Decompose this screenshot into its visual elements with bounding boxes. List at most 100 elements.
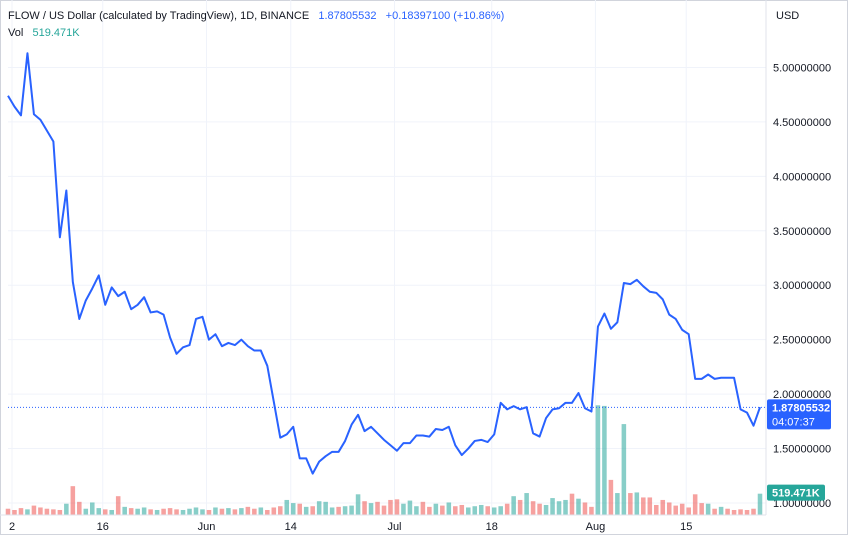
volume-bar: [213, 507, 218, 515]
volume-bar: [141, 507, 147, 515]
volume-bar: [420, 501, 426, 515]
volume-bar: [485, 506, 490, 515]
volume-bar: [161, 508, 166, 515]
volume-bar: [641, 497, 646, 515]
volume-legend[interactable]: Vol 519.471K: [8, 27, 80, 39]
volume-bars: [5, 405, 763, 515]
volume-bar: [628, 493, 633, 515]
volume-bar: [491, 507, 497, 515]
volume-bar: [699, 503, 704, 515]
volume-bar: [388, 499, 393, 515]
price-line: [7, 52, 761, 475]
last-price-badge: 1.87805532 04:07:37: [767, 399, 831, 430]
volume-bar: [517, 499, 523, 515]
volume-bar: [751, 508, 756, 515]
x-tick-label: 16: [97, 521, 109, 533]
volume-bar: [51, 509, 56, 515]
volume-bar: [18, 508, 24, 515]
volume-bar: [122, 506, 127, 515]
y-tick-label: 5.00000000: [773, 62, 831, 74]
volume-bar: [109, 509, 114, 515]
volume-bar: [12, 509, 17, 515]
volume-bar: [504, 503, 510, 515]
volume-bar: [433, 503, 439, 515]
volume-bar: [757, 493, 763, 515]
volume-bar: [316, 501, 322, 515]
volume-bar: [64, 503, 69, 515]
volume-bar: [323, 501, 328, 515]
volume-bar: [57, 509, 63, 515]
volume-bar: [174, 509, 179, 515]
volume-bar: [472, 506, 478, 515]
volume-bar: [621, 424, 627, 515]
chart-legend[interactable]: FLOW / US Dollar (calculated by TradingV…: [8, 10, 504, 22]
volume-bar: [148, 509, 153, 515]
volume-bar: [297, 503, 302, 515]
volume-bar: [602, 405, 607, 515]
volume-bar: [219, 508, 225, 515]
volume-bar: [608, 479, 614, 515]
volume-bar: [530, 501, 536, 515]
volume-bar: [679, 503, 685, 515]
volume-bar: [252, 508, 257, 515]
x-tick-label: 15: [680, 521, 692, 533]
x-tick-label: Jun: [198, 521, 216, 533]
volume-bar: [615, 493, 620, 515]
volume-badge-value: 519.471K: [772, 488, 820, 500]
last-price-value: 1.87805532: [318, 10, 377, 22]
volume-bar: [362, 501, 367, 515]
volume-bar: [459, 504, 465, 515]
last-price-badge-value: 1.87805532: [772, 402, 830, 414]
volume-bar: [524, 493, 529, 515]
volume-bar: [569, 493, 575, 515]
volume-bar: [634, 492, 640, 515]
volume-bar: [550, 498, 555, 515]
volume-bar: [206, 509, 212, 515]
volume-value: 519.471K: [32, 27, 80, 39]
y-tick-label: 4.00000000: [773, 171, 831, 183]
volume-bar: [705, 503, 711, 515]
volume-bar: [278, 506, 283, 515]
volume-bar: [686, 507, 691, 515]
volume-bar: [498, 506, 503, 515]
volume-bar: [90, 502, 95, 515]
volume-bar: [31, 505, 37, 515]
volume-bar: [446, 502, 452, 515]
volume-bar: [654, 504, 659, 515]
volume-bar: [102, 509, 108, 515]
volume-bar: [245, 506, 251, 515]
volume-bar: [738, 509, 743, 515]
y-tick-label: 3.00000000: [773, 280, 831, 292]
volume-bar: [290, 503, 296, 515]
y-tick-label: 1.50000000: [773, 444, 831, 456]
y-tick-label: 2.50000000: [773, 335, 831, 347]
volume-bar: [284, 499, 290, 515]
time-axis[interactable]: 2 16 Jun 14 Jul 18 Aug 15: [9, 521, 692, 533]
volume-label: Vol: [8, 27, 24, 39]
volume-bar: [167, 508, 173, 515]
volume-bar: [478, 504, 484, 515]
volume-bar: [563, 499, 568, 515]
volume-bar: [660, 499, 666, 515]
volume-bar: [25, 509, 30, 515]
y-tick-label: 1.00000000: [773, 498, 831, 510]
volume-bar: [725, 508, 730, 515]
volume-bar: [576, 498, 581, 515]
volume-bar: [582, 502, 588, 515]
price-axis[interactable]: 5.00000000 4.50000000 4.00000000 3.50000000…: [773, 62, 831, 510]
volume-bar: [744, 509, 750, 515]
volume-bar: [44, 508, 50, 515]
volume-bar: [401, 503, 406, 515]
volume-bar: [368, 503, 374, 515]
volume-badge: 519.471K: [767, 484, 825, 501]
volume-bar: [239, 508, 244, 515]
volume-bar: [128, 508, 134, 515]
volume-bar: [355, 494, 361, 515]
volume-bar: [556, 501, 562, 515]
volume-bar: [375, 501, 380, 515]
volume-bar: [394, 499, 400, 515]
symbol-title[interactable]: FLOW / US Dollar (calculated by TradingV…: [8, 10, 310, 22]
volume-bar: [187, 508, 192, 515]
